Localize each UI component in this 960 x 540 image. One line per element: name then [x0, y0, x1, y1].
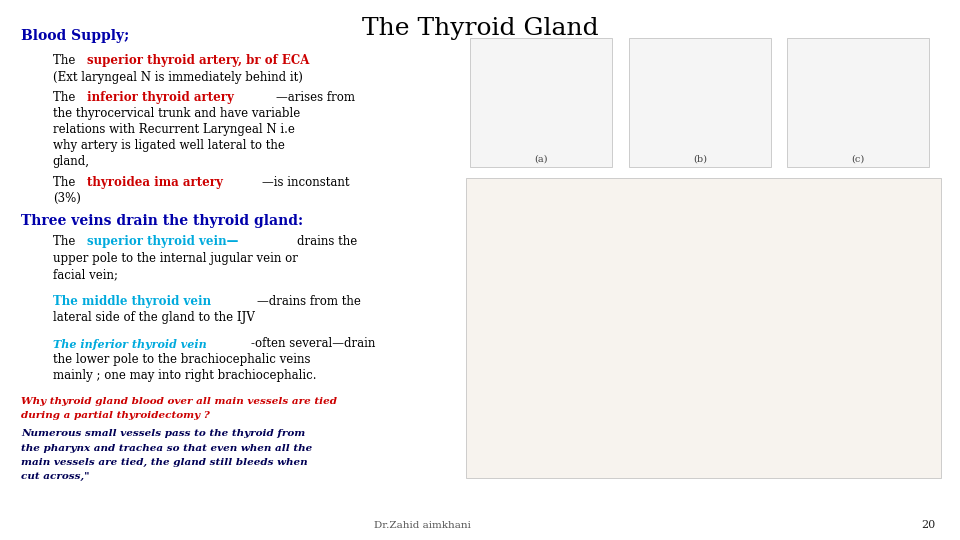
Text: Numerous small vessels pass to the thyroid from: Numerous small vessels pass to the thyro…	[21, 429, 305, 438]
Text: why artery is ligated well lateral to the: why artery is ligated well lateral to th…	[53, 139, 285, 152]
Text: (b): (b)	[693, 154, 707, 163]
Text: The Thyroid Gland: The Thyroid Gland	[362, 17, 598, 40]
Text: gland,: gland,	[53, 156, 90, 168]
Text: superior thyroid vein—: superior thyroid vein—	[86, 235, 238, 248]
Text: (3%): (3%)	[53, 192, 81, 205]
Text: Three veins drain the thyroid gland:: Three veins drain the thyroid gland:	[21, 214, 303, 228]
Text: (a): (a)	[535, 154, 548, 163]
Text: The: The	[53, 235, 79, 248]
Text: main vessels are tied, the gland still bleeds when: main vessels are tied, the gland still b…	[21, 457, 308, 467]
Text: The inferior thyroid vein: The inferior thyroid vein	[53, 339, 206, 350]
Text: lateral side of the gland to the IJV: lateral side of the gland to the IJV	[53, 311, 254, 324]
Text: 20: 20	[922, 520, 936, 530]
Text: The: The	[53, 176, 79, 189]
Text: The: The	[53, 54, 79, 67]
Text: -often several—drain: -often several—drain	[252, 337, 375, 350]
Text: upper pole to the internal jugular vein or: upper pole to the internal jugular vein …	[53, 252, 298, 265]
Text: mainly ; one may into right brachiocephalic.: mainly ; one may into right brachiocepha…	[53, 369, 316, 382]
Text: cut across,": cut across,"	[21, 471, 89, 481]
Text: (c): (c)	[852, 154, 865, 163]
Text: inferior thyroid artery: inferior thyroid artery	[86, 91, 233, 104]
Bar	[787, 38, 929, 167]
Text: The middle thyroid vein: The middle thyroid vein	[53, 295, 211, 308]
Text: relations with Recurrent Laryngeal N i.e: relations with Recurrent Laryngeal N i.e	[53, 123, 295, 136]
Text: Blood Supply;: Blood Supply;	[21, 29, 130, 43]
Text: during a partial thyroidectomy ?: during a partial thyroidectomy ?	[21, 411, 210, 420]
Text: the pharynx and trachea so that even when all the: the pharynx and trachea so that even whe…	[21, 443, 312, 453]
Text: superior thyroid artery, br of ECA: superior thyroid artery, br of ECA	[86, 54, 309, 67]
Text: —is inconstant: —is inconstant	[262, 176, 349, 189]
Text: the thyrocervical trunk and have variable: the thyrocervical trunk and have variabl…	[53, 107, 300, 120]
Text: The: The	[53, 91, 79, 104]
Bar	[466, 178, 941, 478]
Text: Why thyroid gland blood over all main vessels are tied: Why thyroid gland blood over all main ve…	[21, 397, 337, 406]
Text: Dr.Zahid aimkhani: Dr.Zahid aimkhani	[374, 521, 470, 530]
Text: drains the: drains the	[282, 235, 357, 248]
Text: facial vein;: facial vein;	[53, 268, 118, 281]
Bar	[629, 38, 771, 167]
Text: (Ext laryngeal N is immediately behind it): (Ext laryngeal N is immediately behind i…	[53, 71, 302, 84]
Text: thyroidea ima artery: thyroidea ima artery	[86, 176, 223, 189]
Text: the lower pole to the brachiocephalic veins: the lower pole to the brachiocephalic ve…	[53, 353, 310, 366]
Text: —arises from: —arises from	[276, 91, 355, 104]
Bar	[470, 38, 612, 167]
Text: —drains from the: —drains from the	[257, 295, 361, 308]
